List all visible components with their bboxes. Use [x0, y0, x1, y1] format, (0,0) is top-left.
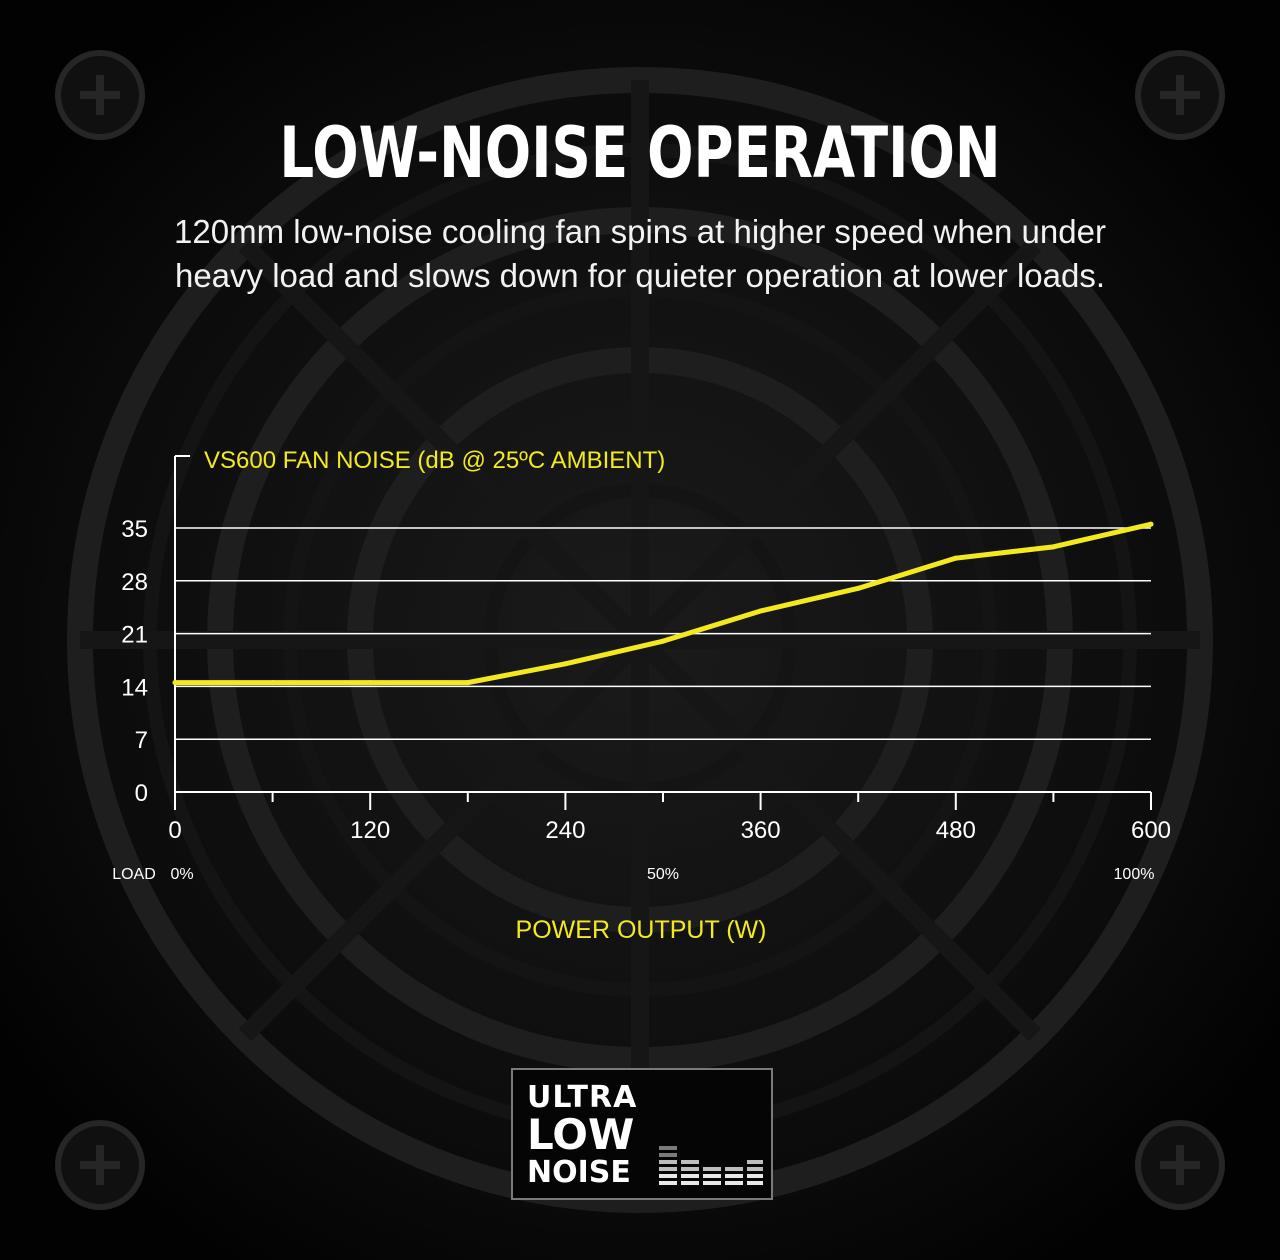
- subtitle-line-1: 120mm low-noise cooling fan spins at hig…: [174, 213, 1106, 250]
- y-tick-label: 0: [135, 780, 148, 807]
- chart-title: VS600 FAN NOISE (dB @ 25ºC AMBIENT): [204, 447, 665, 474]
- equalizer-bar-segment: [747, 1160, 763, 1164]
- y-tick-label: 7: [135, 727, 148, 754]
- chart-axes: [174, 455, 1152, 810]
- data-point: [270, 680, 276, 686]
- equalizer-bar-segment: [747, 1181, 763, 1185]
- equalizer-bar-segment: [747, 1167, 763, 1171]
- subtitle-line-2: heavy load and slows down for quieter op…: [174, 257, 1106, 294]
- page-title: LOW-NOISE OPERATION: [279, 112, 1001, 194]
- y-tick-label: 21: [121, 622, 148, 649]
- data-point: [367, 680, 373, 686]
- equalizer-bar-segment: [725, 1174, 743, 1178]
- screw-icon: [1135, 50, 1225, 140]
- equalizer-bar-segment: [659, 1160, 677, 1164]
- equalizer-bar-segment: [659, 1146, 677, 1150]
- equalizer-bar-segment: [659, 1181, 677, 1185]
- x-tick-label: 480: [936, 817, 976, 844]
- data-point: [660, 638, 666, 644]
- badge-line-1: ULTRA: [527, 1080, 638, 1115]
- x-tick-label: 240: [545, 817, 585, 844]
- data-point: [855, 585, 861, 591]
- equalizer-bar-segment: [725, 1181, 743, 1185]
- data-point: [465, 680, 471, 686]
- load-label: 50%: [647, 866, 679, 883]
- page-subtitle: 120mm low-noise cooling fan spins at hig…: [100, 210, 1180, 298]
- equalizer-bar-segment: [659, 1167, 677, 1171]
- screw-icon: [55, 1120, 145, 1210]
- load-label: LOAD: [112, 866, 156, 883]
- x-axis-label: POWER OUTPUT (W): [516, 916, 767, 944]
- data-point: [1050, 544, 1056, 550]
- equalizer-bar-segment: [681, 1167, 699, 1171]
- equalizer-bar-segment: [703, 1174, 721, 1178]
- equalizer-bar-segment: [659, 1174, 677, 1178]
- badge-line-2: LOW: [527, 1110, 635, 1159]
- equalizer-bar-segment: [681, 1181, 699, 1185]
- data-point: [562, 661, 568, 667]
- equalizer-bar-segment: [703, 1181, 721, 1185]
- data-point: [953, 555, 959, 561]
- load-label: 100%: [1114, 866, 1155, 883]
- x-tick-label: 0: [168, 817, 181, 844]
- x-tick-label: 360: [741, 817, 781, 844]
- equalizer-bar-segment: [725, 1167, 743, 1171]
- chart-labels: 0 7 14 21 28 35 0 120 240 360 480 600 LOAD 0% 50% 100% V…: [112, 447, 1171, 944]
- series-line-0: [172, 521, 1154, 686]
- badge-text: ULTRA LOW NOISE: [527, 1082, 637, 1190]
- equalizer-bar-segment: [703, 1167, 721, 1171]
- fan-noise-chart: 0 7 14 21 28 35 0 120 240 360 480 600 LOAD 0% 50% 100% V…: [112, 447, 1171, 944]
- screw-icon: [55, 50, 145, 140]
- load-label: 0%: [170, 866, 193, 883]
- equalizer-bar-segment: [681, 1174, 699, 1178]
- screw-icon: [1135, 1120, 1225, 1210]
- data-point: [172, 680, 178, 686]
- equalizer-icon: [659, 1146, 763, 1185]
- y-tick-label: 14: [121, 674, 148, 701]
- equalizer-bar-segment: [747, 1174, 763, 1178]
- equalizer-bar-segment: [659, 1153, 677, 1157]
- ultra-low-noise-badge: ULTRA LOW NOISE: [511, 1068, 773, 1200]
- data-point: [758, 608, 764, 614]
- chart-series: [172, 521, 1154, 686]
- x-tick-label: 120: [350, 817, 390, 844]
- chart-gridlines: [175, 527, 1151, 740]
- data-point: [1148, 521, 1154, 527]
- badge-line-3: NOISE: [527, 1155, 631, 1190]
- y-tick-label: 28: [121, 569, 148, 596]
- y-tick-label: 35: [121, 516, 148, 543]
- equalizer-bar-segment: [681, 1160, 699, 1164]
- x-tick-label: 600: [1131, 817, 1171, 844]
